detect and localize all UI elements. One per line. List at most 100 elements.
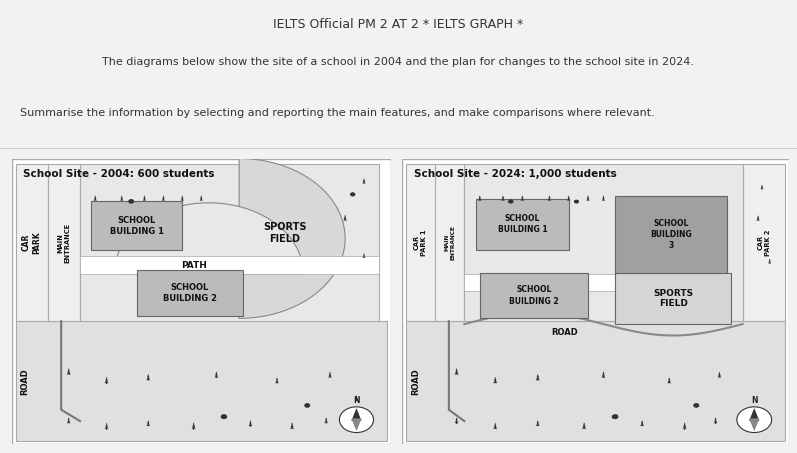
Polygon shape <box>749 419 760 431</box>
Polygon shape <box>363 255 365 256</box>
FancyBboxPatch shape <box>480 273 588 318</box>
Polygon shape <box>757 217 760 219</box>
Polygon shape <box>93 198 97 201</box>
Polygon shape <box>537 420 539 422</box>
Polygon shape <box>715 418 717 420</box>
FancyBboxPatch shape <box>12 159 391 444</box>
Polygon shape <box>291 424 293 425</box>
Polygon shape <box>181 198 184 201</box>
Circle shape <box>511 201 513 202</box>
Circle shape <box>576 200 579 202</box>
Polygon shape <box>768 260 771 262</box>
Text: SPORTS
FIELD: SPORTS FIELD <box>263 222 306 244</box>
Circle shape <box>694 403 697 405</box>
Polygon shape <box>67 372 71 375</box>
Polygon shape <box>719 371 720 373</box>
Text: N: N <box>751 396 757 405</box>
Polygon shape <box>143 198 146 201</box>
Polygon shape <box>146 377 151 381</box>
FancyBboxPatch shape <box>406 164 435 321</box>
Polygon shape <box>162 198 165 201</box>
Polygon shape <box>363 180 365 182</box>
Circle shape <box>128 201 132 203</box>
Circle shape <box>304 404 308 406</box>
Circle shape <box>510 200 513 202</box>
Polygon shape <box>329 372 331 375</box>
FancyBboxPatch shape <box>465 164 743 321</box>
Polygon shape <box>668 378 670 380</box>
Circle shape <box>612 415 615 418</box>
Polygon shape <box>536 422 540 424</box>
Circle shape <box>612 416 615 419</box>
Polygon shape <box>567 197 570 199</box>
Polygon shape <box>567 196 570 198</box>
Polygon shape <box>548 198 551 201</box>
Polygon shape <box>68 368 69 370</box>
Polygon shape <box>587 198 590 201</box>
Polygon shape <box>363 256 366 258</box>
Circle shape <box>508 200 512 202</box>
Polygon shape <box>199 198 203 201</box>
Circle shape <box>614 414 617 417</box>
Circle shape <box>695 403 698 405</box>
Polygon shape <box>537 374 539 376</box>
Polygon shape <box>193 422 194 424</box>
Circle shape <box>694 404 698 407</box>
Polygon shape <box>536 424 540 426</box>
Circle shape <box>693 404 697 406</box>
Polygon shape <box>761 184 763 186</box>
Circle shape <box>352 193 355 195</box>
Polygon shape <box>104 426 108 429</box>
Polygon shape <box>682 426 687 429</box>
Polygon shape <box>456 368 457 370</box>
Circle shape <box>306 405 309 408</box>
Circle shape <box>575 200 579 203</box>
Polygon shape <box>325 417 327 419</box>
FancyBboxPatch shape <box>137 270 243 315</box>
Circle shape <box>614 417 617 419</box>
Text: SCHOOL
BUILDING 2: SCHOOL BUILDING 2 <box>509 285 559 306</box>
FancyBboxPatch shape <box>615 273 731 324</box>
Circle shape <box>613 416 616 419</box>
Circle shape <box>508 200 512 203</box>
Polygon shape <box>548 197 551 199</box>
Polygon shape <box>494 377 496 379</box>
Polygon shape <box>715 417 717 419</box>
Polygon shape <box>521 196 524 198</box>
Polygon shape <box>454 372 459 375</box>
Text: SPORTS
FIELD: SPORTS FIELD <box>653 289 693 308</box>
FancyBboxPatch shape <box>402 159 789 444</box>
Polygon shape <box>215 372 218 374</box>
Circle shape <box>351 194 355 197</box>
Circle shape <box>696 405 699 407</box>
Polygon shape <box>493 379 497 381</box>
Circle shape <box>350 194 353 196</box>
Polygon shape <box>344 218 347 221</box>
Circle shape <box>509 202 512 203</box>
Polygon shape <box>324 421 328 423</box>
Polygon shape <box>501 197 505 199</box>
Circle shape <box>305 405 308 408</box>
Circle shape <box>351 193 355 194</box>
Circle shape <box>575 200 578 202</box>
Polygon shape <box>94 197 96 199</box>
Text: PATH: PATH <box>181 260 206 270</box>
Polygon shape <box>768 261 771 264</box>
Circle shape <box>351 193 355 196</box>
Circle shape <box>613 414 616 417</box>
Circle shape <box>223 414 227 417</box>
Polygon shape <box>182 196 183 198</box>
Circle shape <box>222 416 225 419</box>
Circle shape <box>508 201 512 203</box>
Polygon shape <box>587 196 589 198</box>
Polygon shape <box>275 381 279 383</box>
Polygon shape <box>583 424 585 425</box>
Circle shape <box>304 405 308 407</box>
Circle shape <box>615 415 618 418</box>
Polygon shape <box>120 197 123 199</box>
Text: SCHOOL
BUILDING 1: SCHOOL BUILDING 1 <box>110 216 164 236</box>
Circle shape <box>696 404 699 406</box>
Circle shape <box>613 415 618 419</box>
Polygon shape <box>603 197 605 199</box>
Text: SCHOOL
BUILDING 1: SCHOOL BUILDING 1 <box>497 214 547 234</box>
